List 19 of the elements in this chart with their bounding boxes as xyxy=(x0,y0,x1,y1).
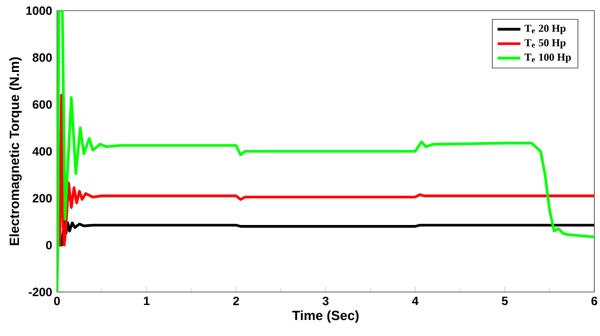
y-axis-title: Electromagnetic Torque (N.m) xyxy=(9,57,22,246)
legend-label: T$_{e}$ 100 Hp xyxy=(524,54,571,63)
y-tick-label: 400 xyxy=(32,147,52,156)
x-tick-label: 0 xyxy=(54,296,60,306)
x-tick-label: 5 xyxy=(502,296,508,306)
y-tick-label: 0 xyxy=(46,240,52,250)
legend-label: T$_{e}$ 20 Hp xyxy=(524,24,566,34)
y-tick-label: 600 xyxy=(32,100,52,109)
y-tick-label: -200 xyxy=(28,288,52,296)
x-tick-label: 6 xyxy=(591,296,598,306)
x-tick-label: 2 xyxy=(233,296,239,306)
x-tick-label: 3 xyxy=(322,296,329,306)
y-tick-label: 800 xyxy=(32,53,52,62)
x-tick-label: 4 xyxy=(412,296,418,305)
x-axis-title: Time (Sec) xyxy=(292,310,359,323)
x-tick-label: 1 xyxy=(144,296,150,305)
y-tick-label: 1000 xyxy=(26,6,52,15)
y-tick-label: 200 xyxy=(32,194,52,202)
legend-label: T$_{e}$ 50 Hp xyxy=(524,39,566,49)
